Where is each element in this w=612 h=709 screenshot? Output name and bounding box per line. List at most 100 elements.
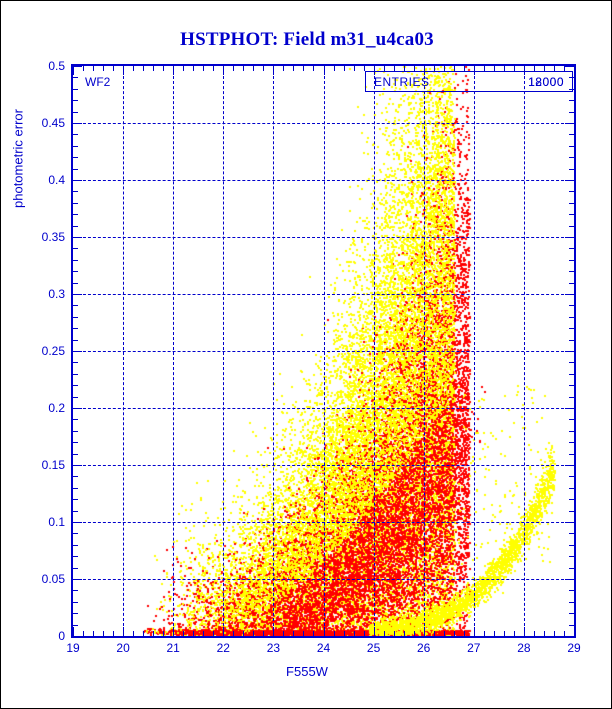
x-axis-tick-major (373, 627, 375, 636)
y-axis-title: photometric error (10, 109, 26, 208)
x-axis-tick-minor (333, 631, 335, 636)
y-axis-tick-minor (569, 168, 574, 170)
x-axis-tick-major (373, 66, 375, 75)
x-axis-tick-minor (533, 631, 535, 636)
y-axis-tick-minor (73, 533, 78, 535)
y-axis-tick-major (565, 237, 574, 238)
y-axis-tick-label: 0.1 (48, 515, 65, 529)
y-axis-tick-minor (73, 453, 78, 455)
y-axis-tick-major (73, 408, 82, 409)
y-axis-tick-minor (569, 191, 574, 193)
y-axis-tick-minor (73, 442, 78, 444)
y-axis-tick-minor (569, 385, 574, 387)
y-axis-tick-minor (73, 316, 78, 318)
y-axis-tick-minor (73, 499, 78, 501)
y-axis-tick-minor (73, 567, 78, 569)
x-axis-tick-minor (103, 66, 105, 71)
x-axis-tick-major (323, 66, 325, 75)
x-axis-tick-minor (313, 66, 315, 71)
x-axis-tick-label: 22 (216, 641, 230, 655)
y-axis-tick-minor (569, 430, 574, 432)
x-axis-tick-minor (553, 66, 555, 71)
y-axis-tick-minor (73, 590, 78, 592)
y-axis-tick-minor (569, 487, 574, 489)
y-axis-tick-major (565, 408, 574, 409)
y-axis-tick-major (73, 294, 82, 295)
y-axis-tick-minor (73, 100, 78, 102)
x-axis-tick-label: 19 (66, 641, 80, 655)
entries-legend-value-2: 18000 (528, 75, 564, 89)
x-axis-tick-minor (213, 66, 215, 71)
y-axis-tick-major (565, 351, 574, 352)
x-axis-tick-minor (263, 66, 265, 71)
y-axis-tick-label: 0.35 (41, 230, 65, 244)
x-axis-tick-major (273, 66, 275, 75)
grid-line-horizontal (73, 123, 574, 124)
y-axis-tick-minor (73, 88, 78, 90)
x-axis-tick-label: 21 (166, 641, 180, 655)
grid-line-horizontal (73, 351, 574, 352)
y-axis-tick-minor (73, 202, 78, 204)
x-axis-tick-major (523, 627, 525, 636)
y-axis-tick-minor (73, 487, 78, 489)
x-axis-tick-minor (363, 66, 365, 71)
x-axis-tick-minor (183, 66, 185, 71)
x-axis-tick-minor (253, 631, 255, 636)
y-axis-tick-minor (73, 134, 78, 136)
y-axis-tick-minor (73, 271, 78, 273)
y-axis-tick-label: 0.2 (48, 401, 65, 415)
x-axis-tick-minor (433, 631, 435, 636)
x-axis-tick-minor (283, 631, 285, 636)
y-axis-tick-minor (73, 305, 78, 307)
x-axis-tick-minor (193, 66, 195, 71)
y-axis-tick-minor (73, 556, 78, 558)
x-axis-tick-minor (253, 66, 255, 71)
y-axis-tick-minor (569, 613, 574, 615)
y-axis-tick-label: 0.5 (48, 59, 65, 73)
x-axis-tick-minor (303, 66, 305, 71)
x-axis-tick-minor (413, 631, 415, 636)
x-axis-tick-minor (493, 631, 495, 636)
x-axis-tick-minor (113, 631, 115, 636)
x-axis-tick-minor (83, 66, 85, 71)
y-axis-tick-minor (73, 373, 78, 375)
x-axis-tick-minor (413, 66, 415, 71)
y-axis-tick-minor (73, 430, 78, 432)
x-axis-tick-minor (143, 66, 145, 71)
chip-label: WF2 (85, 75, 111, 89)
x-axis-tick-minor (233, 631, 235, 636)
x-axis-tick-label: 23 (266, 641, 281, 655)
x-axis-tick-minor (333, 66, 335, 71)
y-axis-tick-major (565, 180, 574, 181)
y-axis-tick-minor (569, 442, 574, 444)
x-axis-title: F555W (286, 664, 328, 679)
x-axis-tick-minor (293, 66, 295, 71)
x-axis-tick-minor (443, 66, 445, 71)
y-axis-tick-minor (73, 339, 78, 341)
y-axis-tick-minor (73, 385, 78, 387)
x-axis-tick-label: 26 (417, 641, 431, 655)
y-axis-tick-label: 0.05 (41, 572, 65, 586)
y-axis-tick-minor (73, 613, 78, 615)
x-axis-tick-minor (503, 631, 505, 636)
y-axis-tick-minor (569, 202, 574, 204)
x-axis-tick-minor (313, 631, 315, 636)
y-axis-tick-major (565, 123, 574, 124)
y-axis-tick-minor (569, 567, 574, 569)
y-axis-tick-minor (73, 248, 78, 250)
y-axis-tick-major (73, 180, 82, 181)
x-axis-tick-major (223, 627, 225, 636)
y-axis-tick-minor (569, 544, 574, 546)
x-axis-tick-minor (233, 66, 235, 71)
x-axis-tick-minor (463, 66, 465, 71)
y-axis-tick-major (73, 123, 82, 124)
x-axis-tick-minor (513, 66, 515, 71)
x-axis-tick-minor (363, 631, 365, 636)
grid-line-horizontal (73, 408, 574, 409)
x-axis-tick-minor (113, 66, 115, 71)
x-axis-tick-major (523, 66, 525, 75)
x-axis-tick-major (173, 66, 175, 75)
y-axis-tick-minor (569, 328, 574, 330)
grid-line-horizontal (73, 237, 574, 238)
page-title: HSTPHOT: Field m31_u4ca03 (180, 29, 434, 50)
